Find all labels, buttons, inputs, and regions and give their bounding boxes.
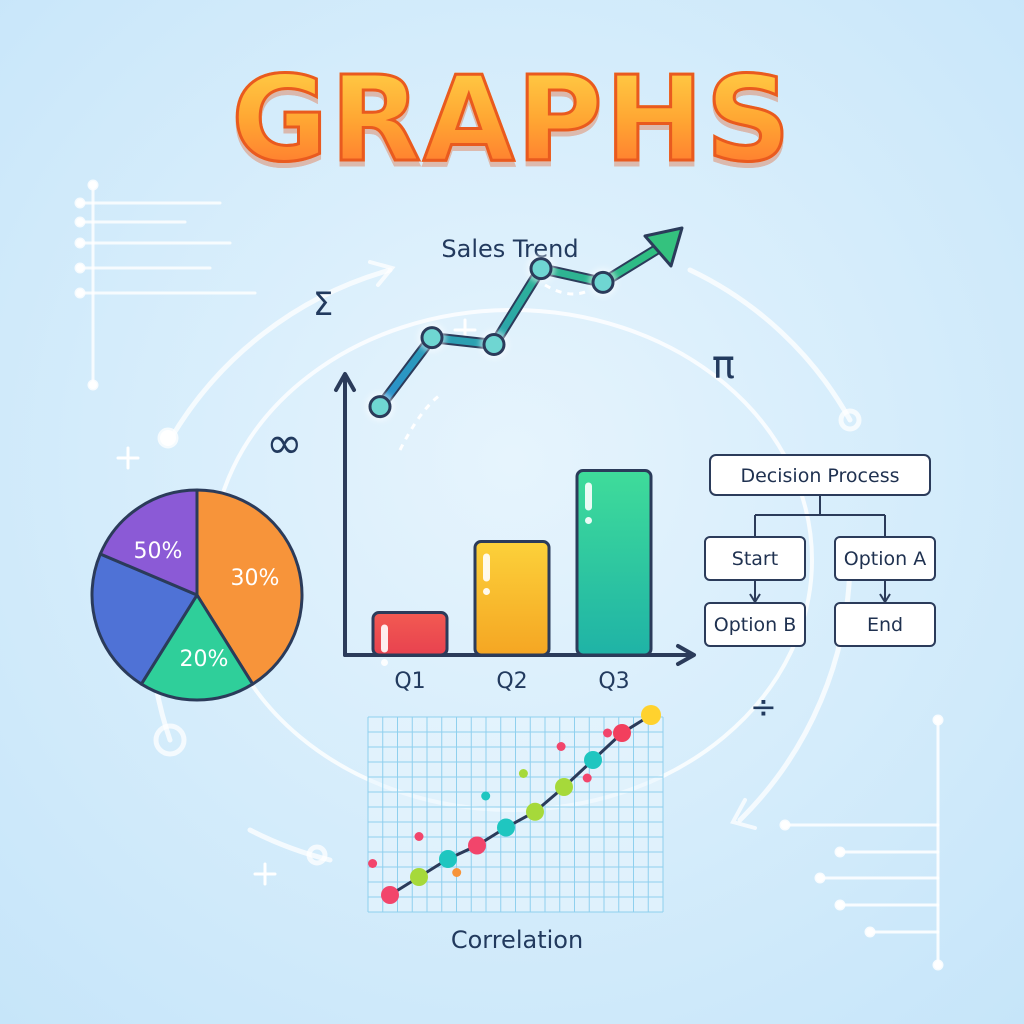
scatter-point: [582, 773, 592, 783]
chart-title: Sales Trend: [441, 235, 578, 263]
correlation-point: [641, 705, 661, 725]
correlation-title: Correlation: [451, 926, 583, 954]
bar-q3: [575, 469, 653, 657]
x-axis-arrow: [676, 644, 696, 666]
scatter-points: [368, 705, 661, 904]
trend-line: [366, 226, 684, 421]
flow-start-text: Start: [732, 548, 778, 570]
scatter-point: [481, 791, 491, 801]
pie-slices: [90, 488, 304, 702]
orbit-ring-arrow-top: [368, 260, 396, 287]
correlation-point: [468, 836, 486, 855]
x-tick-labels: Q1 Q2 Q3: [394, 669, 629, 694]
correlation-point: [381, 886, 399, 904]
orbit-ring-right: [687, 267, 853, 423]
correlation-point: [555, 778, 573, 796]
orbit-node-3: [153, 723, 187, 757]
bar-q1: [371, 611, 449, 666]
flow-box-option-b: Option B: [704, 602, 806, 647]
scatter-point: [452, 868, 462, 877]
sales-trend-chart: Sales Trend Q1 Q2 Q3: [334, 226, 696, 694]
correlation-line: [389, 713, 652, 897]
flow-option-a-text: Option A: [844, 548, 926, 570]
pie-label-30: 30%: [231, 566, 280, 591]
correlation-point: [526, 802, 544, 821]
flow-box-start: Start: [704, 536, 806, 581]
scatter-point: [414, 832, 424, 841]
flow-title-text: Decision Process: [740, 465, 899, 487]
scatter-point: [556, 742, 566, 751]
bar-q2: [473, 540, 551, 657]
divide-icon: ÷: [750, 688, 777, 726]
correlation-point: [613, 724, 631, 742]
decision-flowchart: Decision Process Start Option A Option B…: [704, 454, 936, 647]
pie-label-50: 50%: [134, 539, 183, 564]
pie-slice-blue: [90, 552, 199, 686]
scatter-point: [368, 859, 378, 868]
trend-point: [368, 395, 392, 419]
correlation-chart: Correlation: [367, 705, 664, 954]
trend-arrow-head: [643, 226, 684, 268]
flow-box-option-a: Option A: [834, 536, 936, 581]
x-tick-q1: Q1: [394, 669, 425, 694]
pie-slice-teal: [139, 593, 255, 702]
y-axis-arrow: [334, 372, 356, 392]
pie-slice-purple: [98, 488, 199, 597]
plus-icon: [116, 446, 140, 470]
flow-box-title: Decision Process: [709, 454, 931, 496]
sigma-icon: Σ: [313, 285, 333, 323]
orbit-node-4: [306, 844, 328, 866]
pi-icon: π: [712, 343, 735, 387]
flow-end-text: End: [867, 614, 903, 636]
circuit-lines-top-left: [74, 179, 257, 391]
orbit-ring-arrow-bottom: [730, 798, 757, 830]
x-tick-q2: Q2: [496, 669, 527, 694]
scatter-point: [518, 769, 528, 778]
correlation-point: [410, 868, 428, 886]
orbit-node-2: [838, 408, 862, 432]
correlation-point: [584, 751, 602, 769]
scatter-point: [603, 728, 612, 738]
trend-point: [591, 270, 615, 294]
trend-point: [482, 333, 506, 356]
dashed-guide-1: [398, 393, 441, 451]
orbit-ring-outer: [167, 267, 393, 443]
trend-point: [420, 326, 444, 350]
dashed-guide-2: [544, 283, 591, 296]
correlation-point: [497, 818, 515, 837]
circuit-lines-bottom-right: [779, 714, 944, 971]
plus-icon: [253, 862, 277, 886]
infinity-icon: ∞: [266, 418, 303, 469]
trend-point: [529, 257, 553, 281]
x-tick-q3: Q3: [598, 669, 629, 694]
orbit-node-1: [157, 427, 179, 449]
pie-label-20: 20%: [180, 647, 229, 672]
pie-chart: 50% 30% 20%: [90, 488, 304, 702]
page-title: GRAPHS: [0, 59, 1024, 180]
title-text: GRAPHS: [230, 50, 793, 188]
math-symbols: Σ π ∞ ÷: [266, 285, 777, 726]
orbit-ring-lower-right: [737, 557, 853, 823]
flow-option-b-text: Option B: [714, 614, 797, 636]
correlation-point: [439, 850, 457, 868]
bar-series: [371, 469, 653, 666]
flow-box-end: End: [834, 602, 936, 647]
